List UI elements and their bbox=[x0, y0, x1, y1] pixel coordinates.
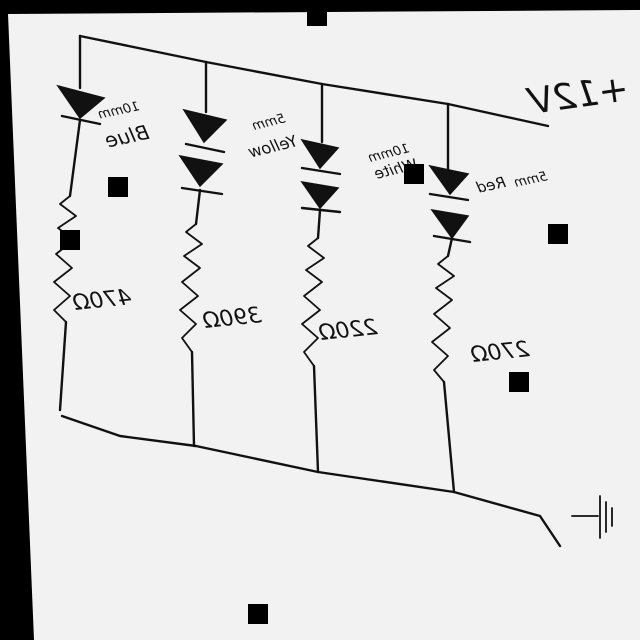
led-symbol-icon bbox=[428, 164, 470, 196]
led-symbol-icon bbox=[56, 84, 106, 120]
resistor-value-label: 390Ω bbox=[201, 303, 262, 334]
branch-2: 5mm Yellow 390Ω bbox=[178, 60, 299, 448]
resistor-value-label: 470Ω bbox=[71, 285, 132, 316]
led-color-label: Red bbox=[475, 173, 508, 197]
paper-sheet bbox=[8, 10, 640, 640]
occlusion-marker bbox=[548, 224, 568, 244]
led-symbol-icon bbox=[300, 180, 340, 210]
occlusion-marker bbox=[60, 230, 80, 250]
led-symbol-icon bbox=[300, 138, 340, 170]
occlusion-marker bbox=[248, 604, 268, 624]
resistor-value-label: 270Ω bbox=[469, 337, 530, 368]
resistor-value-label: 220Ω bbox=[317, 315, 378, 346]
branch-3: 10mm White 220Ω bbox=[300, 82, 419, 474]
occlusion-marker bbox=[108, 177, 128, 197]
occlusion-marker bbox=[307, 6, 327, 26]
ground-symbol-icon bbox=[571, 495, 613, 539]
occlusion-marker bbox=[509, 372, 529, 392]
led-symbol-icon bbox=[430, 208, 470, 240]
resistor-symbol-icon bbox=[301, 237, 325, 367]
led-size-label: 5mm bbox=[513, 169, 549, 191]
occlusion-marker bbox=[404, 164, 424, 184]
resistor-symbol-icon bbox=[431, 255, 455, 383]
led-symbol-icon bbox=[182, 108, 228, 144]
resistor-symbol-icon bbox=[53, 195, 77, 323]
resistor-symbol-icon bbox=[179, 223, 203, 353]
branch-4: 5mm Red 270Ω bbox=[428, 102, 549, 494]
led-symbol-icon bbox=[178, 154, 224, 188]
